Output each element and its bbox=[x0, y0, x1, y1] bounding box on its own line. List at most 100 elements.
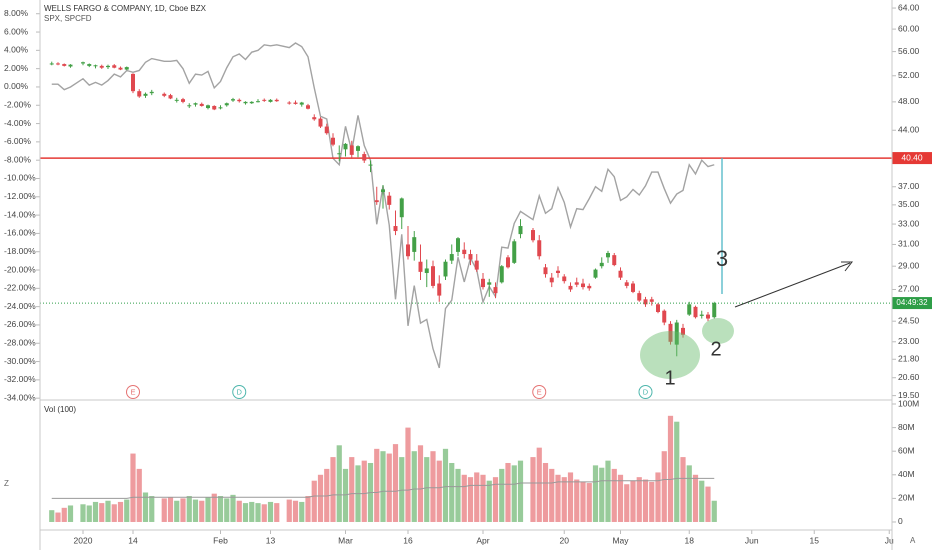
candle-body bbox=[418, 261, 423, 272]
x-tick-label: Feb bbox=[213, 535, 228, 545]
candle-body bbox=[87, 64, 92, 66]
volume-bar bbox=[561, 477, 567, 522]
candle-body bbox=[237, 99, 242, 102]
y2-tick-label: 31.00 bbox=[898, 239, 920, 249]
volume-bar bbox=[217, 496, 224, 522]
volume-bar bbox=[167, 497, 174, 522]
candle-body bbox=[362, 154, 367, 161]
candle-body bbox=[531, 230, 535, 241]
candle-body bbox=[68, 64, 73, 67]
volume-bar bbox=[692, 474, 699, 522]
candle-body bbox=[249, 101, 254, 104]
candle-body bbox=[631, 283, 635, 292]
toolbar-button[interactable]: A bbox=[910, 536, 916, 545]
volume-bar bbox=[642, 479, 649, 522]
candle-body bbox=[468, 254, 473, 260]
y-tick-label: -28.00% bbox=[4, 337, 36, 347]
volume-bar bbox=[455, 468, 461, 522]
y-tick-label: 0.00% bbox=[4, 81, 29, 91]
annotation-label: 3 bbox=[716, 246, 728, 271]
candle-body bbox=[118, 67, 123, 70]
volume-bar bbox=[542, 462, 549, 522]
candle-body bbox=[381, 189, 385, 193]
y-tick-label: 2.00% bbox=[4, 63, 29, 73]
candle-body bbox=[49, 63, 54, 65]
y2-tick-label: 44.00 bbox=[898, 124, 920, 134]
arrow-head bbox=[841, 261, 854, 272]
candle-body bbox=[231, 99, 235, 101]
volume-bar bbox=[661, 451, 667, 522]
candle-body bbox=[274, 99, 279, 102]
volume-bar bbox=[349, 457, 355, 522]
candle-body bbox=[343, 143, 348, 150]
volume-bar bbox=[405, 427, 411, 522]
candle-body bbox=[568, 285, 573, 290]
volume-bar bbox=[430, 451, 436, 522]
candle-body bbox=[587, 285, 592, 289]
candle-body bbox=[331, 137, 335, 145]
event-marker bbox=[638, 385, 653, 399]
candle-body bbox=[137, 91, 142, 97]
candle-body bbox=[206, 105, 210, 109]
volume-bar bbox=[467, 477, 474, 522]
candle-body bbox=[618, 270, 623, 278]
volume-bar bbox=[149, 496, 155, 522]
volume-bar bbox=[324, 468, 330, 522]
volume-bar bbox=[574, 479, 580, 522]
volume-bar bbox=[680, 457, 686, 522]
candle-body bbox=[562, 276, 567, 282]
candle-body bbox=[324, 126, 329, 134]
countdown-box bbox=[892, 297, 932, 310]
volume-bar bbox=[699, 480, 705, 522]
candle-body bbox=[543, 267, 548, 275]
candle-body bbox=[612, 255, 617, 266]
volume-bar bbox=[192, 499, 199, 522]
volume-bar bbox=[399, 457, 405, 522]
annotation-label: 2 bbox=[710, 338, 721, 360]
highlight-circle bbox=[640, 331, 700, 379]
volume-bar bbox=[536, 447, 542, 522]
candle-body bbox=[406, 244, 410, 257]
event-label: D bbox=[643, 387, 649, 396]
volume-bar bbox=[199, 500, 205, 522]
volume-bar bbox=[392, 444, 399, 522]
volume-bar bbox=[242, 503, 249, 522]
candle-body bbox=[706, 314, 710, 319]
toolbar-button[interactable]: Z bbox=[4, 479, 9, 488]
volume-tick-label: 60M bbox=[898, 445, 915, 455]
volume-bar bbox=[111, 504, 117, 522]
volume-bar bbox=[124, 499, 130, 522]
volume-bar bbox=[224, 498, 230, 522]
candle-body bbox=[243, 101, 248, 104]
volume-bar bbox=[117, 501, 124, 522]
y2-tick-label: 27.00 bbox=[898, 284, 920, 294]
volume-bar bbox=[386, 453, 392, 522]
volume-tick-label: 80M bbox=[898, 422, 915, 432]
volume-bar bbox=[336, 445, 342, 522]
candle-body bbox=[62, 64, 67, 66]
volume-bar bbox=[636, 477, 642, 522]
volume-ma-line bbox=[51, 477, 715, 499]
chart-title: WELLS FARGO & COMPANY, 1D, Cboe BZX bbox=[44, 4, 207, 13]
volume-bar bbox=[92, 501, 99, 522]
event-marker bbox=[232, 385, 247, 399]
candle-body bbox=[143, 93, 148, 96]
volume-bar bbox=[667, 415, 674, 522]
volume-bar bbox=[705, 486, 711, 522]
y2-tick-label: 24.50 bbox=[898, 315, 920, 325]
candle-body bbox=[668, 323, 673, 342]
candle-body bbox=[693, 306, 698, 318]
y2-tick-label: 21.80 bbox=[898, 354, 920, 364]
candle-body bbox=[512, 241, 517, 263]
volume-bar bbox=[549, 468, 555, 522]
y-tick-label: 4.00% bbox=[4, 45, 29, 55]
candle-body bbox=[599, 262, 604, 267]
x-tick-label: 14 bbox=[128, 535, 138, 545]
volume-tick-label: 100M bbox=[898, 398, 919, 408]
candle-body bbox=[437, 283, 442, 296]
volume-bar bbox=[605, 460, 611, 522]
volume-bar bbox=[67, 505, 74, 522]
volume-bar bbox=[442, 448, 449, 522]
event-marker bbox=[532, 385, 547, 399]
volume-bar bbox=[61, 507, 67, 522]
